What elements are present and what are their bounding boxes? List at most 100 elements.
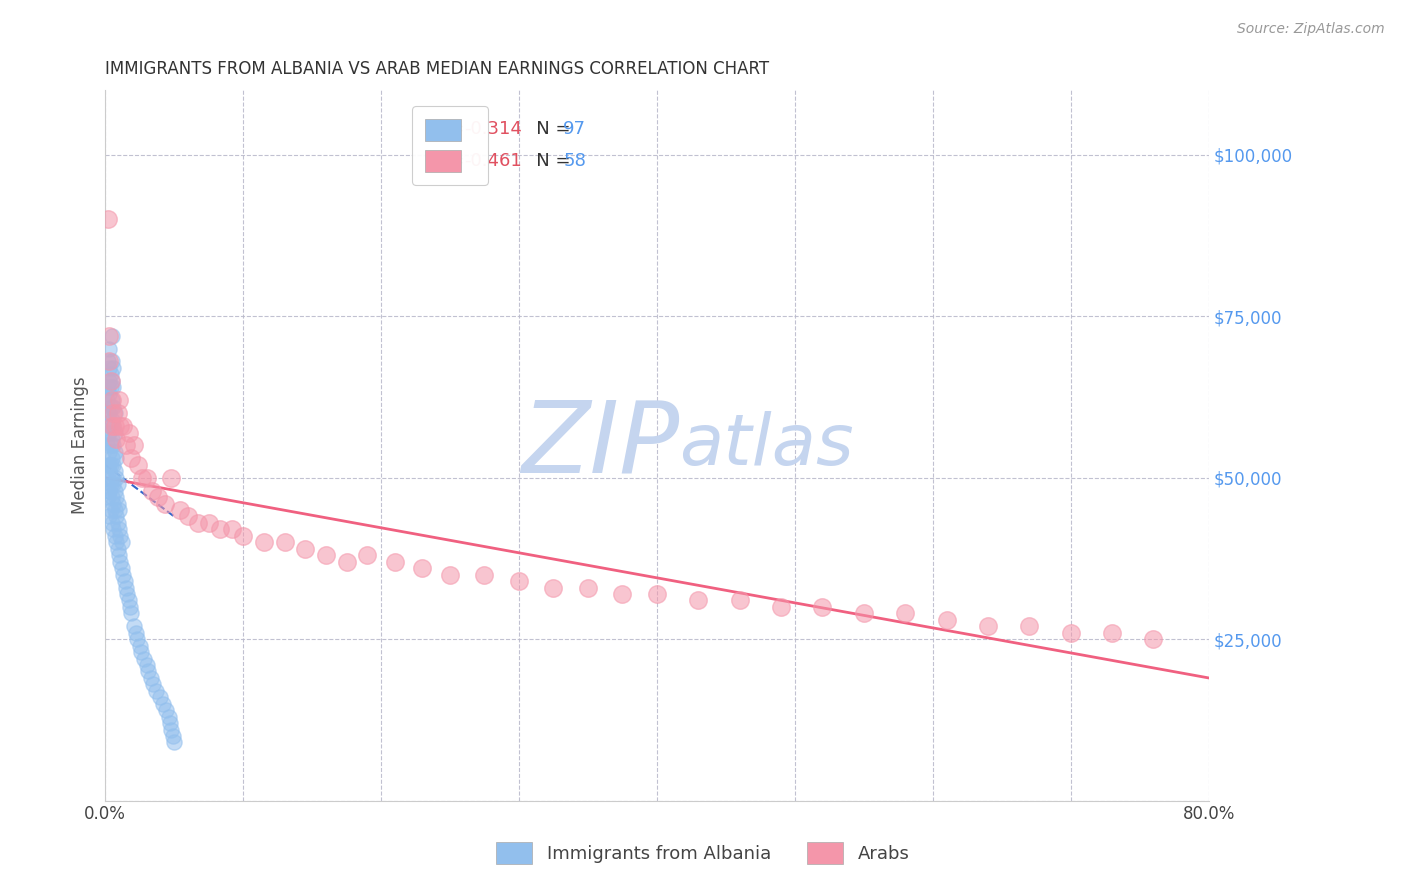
Point [104, 445, 127, 459]
Point [145, 683, 167, 698]
Point [474, 567, 496, 582]
Text: atlas: atlas [679, 411, 853, 480]
Point [97, 406, 120, 420]
Point [98, 360, 121, 375]
Point [576, 581, 599, 595]
Point [108, 393, 131, 408]
Point [101, 393, 124, 408]
Point [136, 665, 159, 679]
Point [104, 529, 127, 543]
Point [103, 522, 125, 536]
Point [96, 393, 118, 408]
Point [101, 354, 124, 368]
Point [98, 342, 121, 356]
Point [107, 477, 129, 491]
Point [110, 419, 132, 434]
Point [101, 419, 124, 434]
Text: IMMIGRANTS FROM ALBANIA VS ARAB MEDIAN EARNINGS CORRELATION CHART: IMMIGRANTS FROM ALBANIA VS ARAB MEDIAN E… [105, 60, 769, 78]
Point [110, 555, 132, 569]
Point [612, 587, 634, 601]
Point [1101, 625, 1123, 640]
Text: 97: 97 [564, 120, 586, 138]
Point [135, 658, 157, 673]
Point [98, 464, 121, 478]
Text: ZIP: ZIP [520, 397, 679, 494]
Point [160, 471, 183, 485]
Point [169, 503, 191, 517]
Point [122, 438, 145, 452]
Point [127, 458, 149, 472]
Point [97, 212, 120, 227]
Text: -0.314: -0.314 [464, 120, 522, 138]
Point [100, 400, 122, 414]
Point [101, 393, 124, 408]
Point [100, 458, 122, 472]
Point [98, 328, 121, 343]
Point [645, 587, 668, 601]
Point [1142, 632, 1164, 647]
Point [149, 690, 172, 705]
Point [232, 529, 254, 543]
Point [159, 716, 181, 731]
Point [104, 425, 127, 440]
Point [100, 438, 122, 452]
Point [108, 522, 131, 536]
Point [98, 386, 121, 401]
Text: Source: ZipAtlas.com: Source: ZipAtlas.com [1237, 22, 1385, 37]
Point [132, 651, 155, 665]
Point [315, 548, 337, 562]
Point [273, 535, 295, 549]
Point [110, 529, 132, 543]
Point [104, 464, 127, 478]
Point [135, 471, 157, 485]
Point [197, 516, 219, 530]
Point [103, 400, 125, 414]
Point [103, 458, 125, 472]
Point [98, 406, 121, 420]
Point [935, 613, 957, 627]
Point [1018, 619, 1040, 633]
Point [103, 419, 125, 434]
Point [728, 593, 751, 607]
Point [101, 516, 124, 530]
Point [688, 593, 710, 607]
Point [107, 541, 129, 556]
Point [118, 593, 141, 607]
Point [105, 432, 128, 446]
Point [117, 587, 139, 601]
Point [97, 490, 120, 504]
Point [98, 445, 121, 459]
Point [120, 607, 142, 621]
Point [111, 535, 134, 549]
Point [103, 477, 125, 491]
Point [543, 581, 565, 595]
Point [139, 671, 162, 685]
Point [157, 709, 180, 723]
Point [103, 360, 125, 375]
Point [977, 619, 1000, 633]
Point [128, 639, 150, 653]
Point [101, 471, 124, 485]
Text: N =: N = [519, 153, 576, 170]
Point [221, 522, 243, 536]
Point [101, 432, 124, 446]
Point [294, 541, 316, 556]
Point [411, 561, 433, 575]
Point [100, 419, 122, 434]
Point [100, 503, 122, 517]
Point [141, 483, 163, 498]
Point [97, 354, 120, 368]
Point [98, 509, 121, 524]
Point [104, 503, 127, 517]
Point [384, 555, 406, 569]
Point [100, 368, 122, 382]
Point [101, 490, 124, 504]
Point [335, 555, 357, 569]
Point [1060, 625, 1083, 640]
Point [811, 599, 834, 614]
Point [120, 451, 142, 466]
Point [105, 451, 128, 466]
Text: -0.461: -0.461 [464, 153, 522, 170]
Point [146, 490, 169, 504]
Text: N =: N = [519, 120, 576, 138]
